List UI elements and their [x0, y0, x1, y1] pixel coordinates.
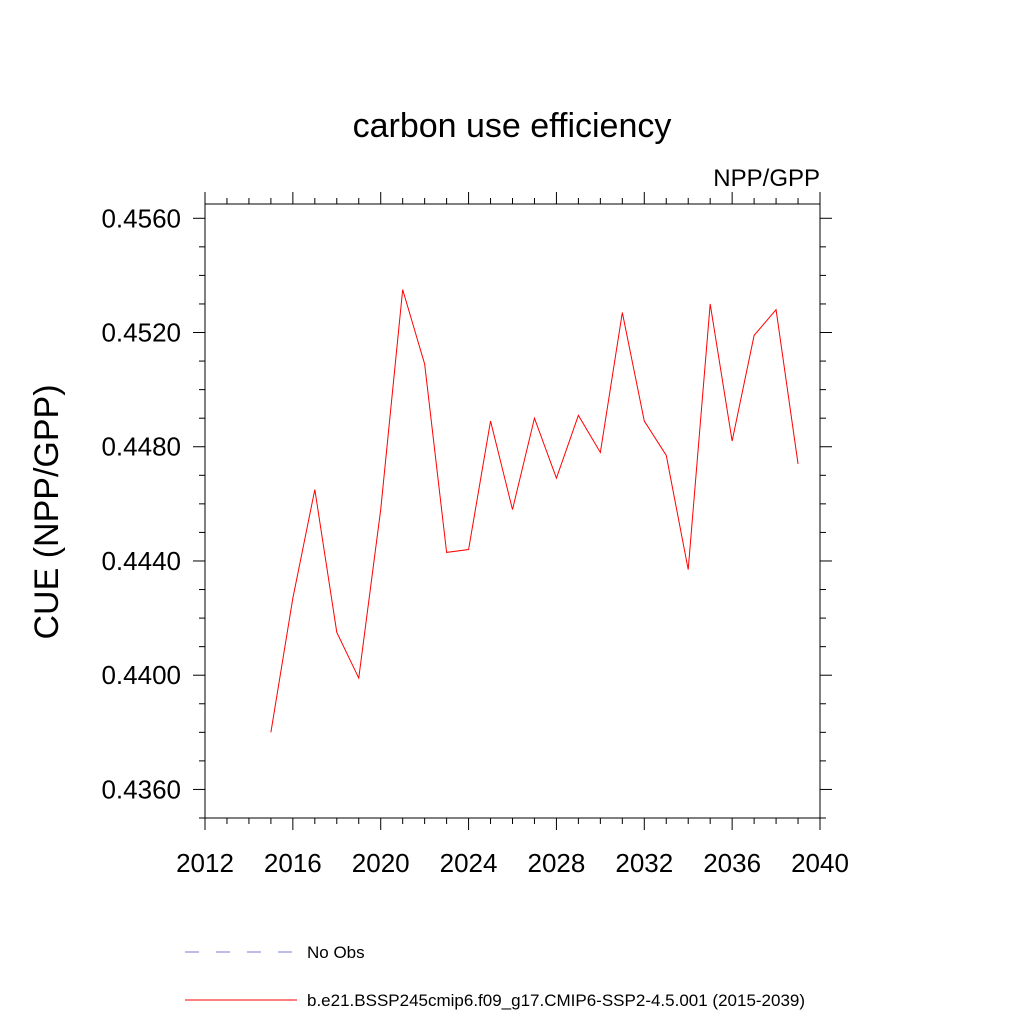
data-point — [577, 414, 580, 417]
y-tick-label: 0.4400 — [101, 660, 181, 690]
y-tick-label: 0.4520 — [101, 318, 181, 348]
data-point — [643, 420, 646, 423]
data-point — [621, 311, 624, 314]
x-tick-label: 2036 — [703, 848, 761, 878]
data-point — [379, 508, 382, 511]
legend-label: b.e21.BSSP245cmip6.f09_g17.CMIP6-SSP2-4.… — [307, 991, 805, 1010]
x-tick-label: 2028 — [528, 848, 586, 878]
series-line — [270, 289, 799, 733]
x-tick-label: 2032 — [615, 848, 673, 878]
data-point — [445, 551, 448, 554]
data-point — [401, 288, 404, 291]
data-point — [335, 631, 338, 634]
chart-subtitle: NPP/GPP — [713, 165, 820, 192]
legend: No Obs b.e21.BSSP245cmip6.f09_g17.CMIP6-S… — [185, 943, 805, 1010]
x-tick-label: 2024 — [440, 848, 498, 878]
data-point — [357, 677, 360, 680]
data-point — [753, 334, 756, 337]
data-point — [709, 302, 712, 305]
data-point — [665, 454, 668, 457]
y-tick-label: 0.4560 — [101, 203, 181, 233]
data-point — [313, 488, 316, 491]
data-point — [269, 731, 272, 734]
data-point — [687, 568, 690, 571]
data-point — [599, 451, 602, 454]
axis-ticks — [193, 192, 832, 830]
x-tick-label: 2020 — [352, 848, 410, 878]
data-point — [555, 477, 558, 480]
data-point — [291, 597, 294, 600]
chart-title: carbon use efficiency — [353, 107, 672, 145]
data-point — [731, 440, 734, 443]
x-tick-label: 2040 — [791, 848, 849, 878]
data-point — [511, 508, 514, 511]
data-point — [797, 462, 800, 465]
data-point — [533, 417, 536, 420]
axis-tick-labels: 2012 2016 2020 2024 2028 2032 2036 2040 0.4360 0.… — [101, 203, 848, 878]
y-axis-label: CUE (NPP/GPP) — [28, 384, 66, 639]
y-tick-label: 0.4480 — [101, 432, 181, 462]
x-tick-label: 2012 — [176, 848, 234, 878]
data-point — [467, 548, 470, 551]
data-point — [423, 362, 426, 365]
data-points — [269, 288, 799, 734]
legend-label: No Obs — [307, 943, 365, 962]
data-point — [489, 420, 492, 423]
series-layer — [270, 289, 799, 733]
y-tick-label: 0.4440 — [101, 546, 181, 576]
x-tick-label: 2016 — [264, 848, 322, 878]
y-tick-label: 0.4360 — [101, 774, 181, 804]
data-point — [775, 308, 778, 311]
